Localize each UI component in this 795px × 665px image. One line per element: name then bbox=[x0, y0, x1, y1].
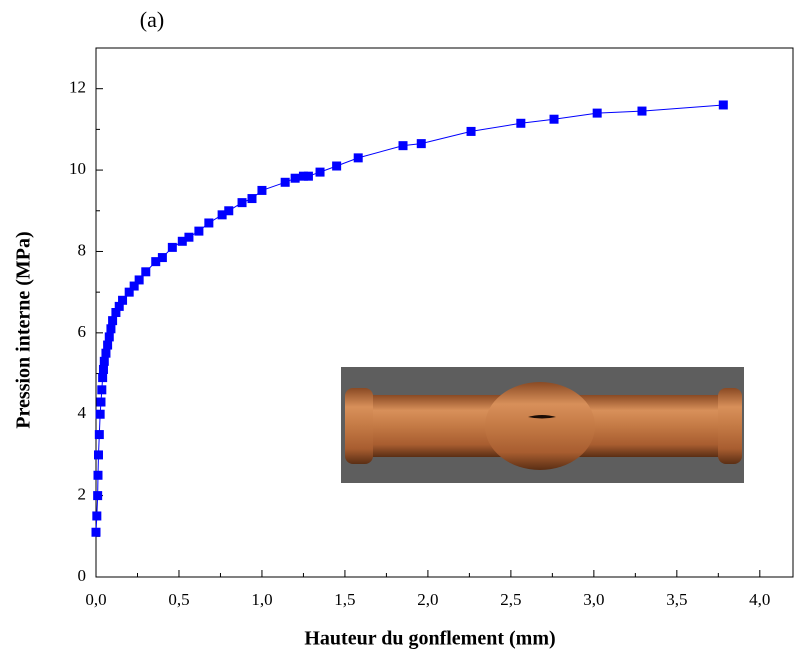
marker bbox=[95, 409, 105, 419]
marker bbox=[353, 153, 363, 163]
marker bbox=[93, 491, 103, 501]
marker bbox=[118, 295, 128, 305]
x-tick-label: 1,5 bbox=[334, 590, 355, 609]
marker bbox=[298, 171, 308, 181]
marker bbox=[94, 430, 104, 440]
marker bbox=[204, 218, 214, 228]
y-axis-title: Pression interne (MPa) bbox=[13, 231, 35, 428]
marker bbox=[217, 210, 227, 220]
marker bbox=[96, 397, 106, 407]
x-tick-label: 2,0 bbox=[417, 590, 438, 609]
marker bbox=[290, 173, 300, 183]
marker bbox=[124, 287, 134, 297]
marker bbox=[247, 194, 257, 204]
plot-frame bbox=[95, 47, 794, 578]
y-tick-label: 12 bbox=[69, 78, 86, 97]
marker bbox=[332, 161, 342, 171]
marker bbox=[466, 126, 476, 136]
marker bbox=[637, 106, 647, 116]
x-tick-label: 0,0 bbox=[85, 590, 106, 609]
marker bbox=[141, 267, 151, 277]
marker bbox=[98, 373, 108, 383]
marker bbox=[718, 100, 728, 110]
y-tick-label: 0 bbox=[78, 566, 87, 585]
marker bbox=[97, 385, 107, 395]
y-tick-label: 6 bbox=[78, 322, 87, 341]
marker bbox=[108, 316, 118, 326]
x-tick-label: 3,5 bbox=[666, 590, 687, 609]
marker bbox=[101, 348, 111, 358]
marker bbox=[315, 167, 325, 177]
x-tick-label: 3,0 bbox=[583, 590, 604, 609]
marker bbox=[92, 511, 102, 521]
marker bbox=[134, 275, 144, 285]
marker bbox=[177, 236, 187, 246]
panel-label: (a) bbox=[140, 7, 164, 32]
marker bbox=[151, 257, 161, 267]
inset-photo bbox=[341, 367, 744, 483]
marker bbox=[237, 198, 247, 208]
marker bbox=[99, 356, 109, 366]
x-tick-label: 2,5 bbox=[500, 590, 521, 609]
y-tick-label: 2 bbox=[78, 485, 87, 504]
marker bbox=[167, 242, 177, 252]
marker bbox=[549, 114, 559, 124]
marker bbox=[129, 281, 139, 291]
marker bbox=[280, 177, 290, 187]
marker bbox=[184, 232, 194, 242]
marker bbox=[93, 450, 103, 460]
x-tick-label: 4,0 bbox=[749, 590, 770, 609]
x-tick-label: 0,5 bbox=[168, 590, 189, 609]
y-tick-label: 8 bbox=[78, 240, 87, 259]
marker bbox=[103, 340, 113, 350]
marker bbox=[257, 185, 267, 195]
marker bbox=[224, 206, 234, 216]
marker bbox=[114, 301, 124, 311]
x-axis-title: Hauteur du gonflement (mm) bbox=[304, 628, 555, 650]
y-tick-label: 10 bbox=[69, 159, 86, 178]
marker bbox=[516, 118, 526, 128]
marker bbox=[592, 108, 602, 118]
marker bbox=[111, 308, 121, 317]
marker bbox=[93, 470, 103, 480]
marker bbox=[194, 226, 204, 236]
marker bbox=[398, 141, 408, 151]
marker bbox=[106, 324, 116, 334]
marker bbox=[98, 364, 108, 374]
marker bbox=[104, 332, 114, 342]
marker bbox=[91, 527, 101, 537]
marker bbox=[416, 139, 426, 149]
x-tick-label: 1,0 bbox=[251, 590, 272, 609]
y-tick-label: 4 bbox=[78, 403, 87, 422]
marker bbox=[157, 253, 167, 263]
marker bbox=[303, 171, 313, 181]
